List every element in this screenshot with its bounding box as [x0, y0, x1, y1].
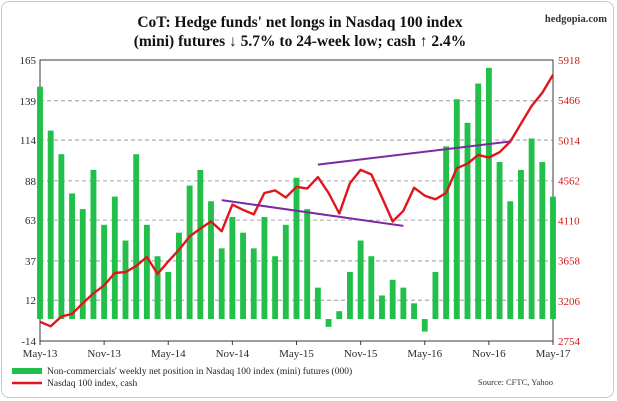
bar [550, 196, 556, 320]
x-tick-label: May-13 [23, 348, 58, 360]
x-tick-label: Nov-15 [344, 348, 378, 360]
left-tick-label: 12 [25, 295, 36, 307]
legend-swatch-bars [12, 368, 42, 374]
chart-title-line-1: CoT: Hedge funds' net longs in Nasdaq 10… [137, 14, 463, 31]
bar [37, 86, 43, 320]
bar [485, 67, 492, 320]
x-tick-label: May-15 [279, 348, 314, 360]
index-line [39, 74, 555, 328]
bar [368, 256, 375, 320]
right-tick-label: 5918 [558, 55, 581, 67]
bar [314, 287, 321, 320]
left-tick-label: 139 [20, 96, 37, 108]
bar [261, 216, 268, 320]
left-tick-label: 37 [25, 256, 37, 268]
x-tick-label: Nov-16 [472, 348, 506, 360]
trend-line [221, 199, 404, 227]
x-tick-label: Nov-13 [87, 348, 121, 360]
bar [411, 303, 418, 320]
left-tick-label: 165 [20, 55, 37, 67]
bar [379, 295, 385, 320]
bar [496, 162, 503, 320]
x-tick-label: May-14 [151, 348, 186, 360]
bar [47, 130, 54, 320]
bar [218, 248, 225, 320]
bar-series [37, 67, 556, 332]
bar [175, 232, 182, 320]
right-tick-label: 4562 [558, 175, 580, 187]
bar [357, 240, 364, 320]
bar [272, 256, 279, 320]
bar [528, 138, 535, 320]
bar [453, 99, 460, 320]
trend-line [317, 140, 511, 166]
bar [197, 169, 204, 320]
watermark: hedgopia.com [545, 14, 607, 25]
left-tick-label: 114 [20, 135, 37, 147]
bar [507, 201, 514, 320]
right-tick-label: 3206 [558, 296, 581, 308]
x-tick-label: May-17 [536, 348, 571, 360]
bar [122, 240, 129, 320]
bar [250, 248, 257, 320]
bar [143, 224, 150, 320]
bar [208, 201, 214, 320]
bar [400, 287, 407, 320]
x-tick-label: Nov-14 [216, 348, 250, 360]
right-tick-label: 5014 [558, 135, 581, 147]
legend-label-bars: Non-commercials' weekly net position in … [47, 366, 352, 377]
right-tick-label: 3658 [558, 256, 581, 268]
bar [464, 122, 471, 320]
bar [304, 209, 311, 320]
bar [389, 279, 396, 320]
bar [421, 319, 428, 332]
bar [336, 311, 343, 320]
source-note: Source: CFTC, Yahoo [478, 377, 553, 387]
bar [111, 196, 118, 320]
bar [90, 169, 97, 320]
bar [282, 224, 289, 320]
bar [539, 162, 546, 320]
chart-title-line-2: (mini) futures ↓ 5.7% to 24-week low; ca… [134, 33, 467, 50]
right-tick-label: 5466 [558, 95, 581, 107]
right-axis: 5918 5466 5014 4562 4110 3658 3206 2754 [558, 55, 581, 348]
right-tick-label: 4110 [558, 216, 580, 228]
bar [229, 216, 236, 320]
left-tick-label: 63 [25, 215, 37, 227]
bar [101, 224, 108, 320]
line-series [39, 74, 555, 328]
bar [240, 232, 247, 320]
bar [432, 271, 439, 320]
bar [325, 319, 332, 327]
bar [293, 177, 300, 320]
bar [475, 83, 482, 320]
left-tick-label: -14 [21, 336, 36, 348]
left-axis: 165 139 114 88 63 37 12 -14 [20, 55, 37, 348]
bar [443, 146, 450, 320]
bar [154, 256, 161, 320]
bar [133, 154, 140, 320]
bar [69, 193, 76, 320]
bar [58, 154, 65, 320]
x-tick-label: May-16 [407, 348, 442, 360]
left-tick-label: 88 [25, 176, 37, 188]
bar [517, 169, 524, 320]
x-axis: May-13 Nov-13 May-14 Nov-14 May-15 Nov-15 May-… [23, 341, 571, 360]
bar [346, 271, 353, 320]
bar [165, 271, 172, 320]
right-tick-label: 2754 [558, 336, 581, 348]
bar [186, 185, 193, 320]
bar [79, 209, 86, 320]
legend-label-line: Nasdaq 100 index, cash [47, 379, 137, 389]
